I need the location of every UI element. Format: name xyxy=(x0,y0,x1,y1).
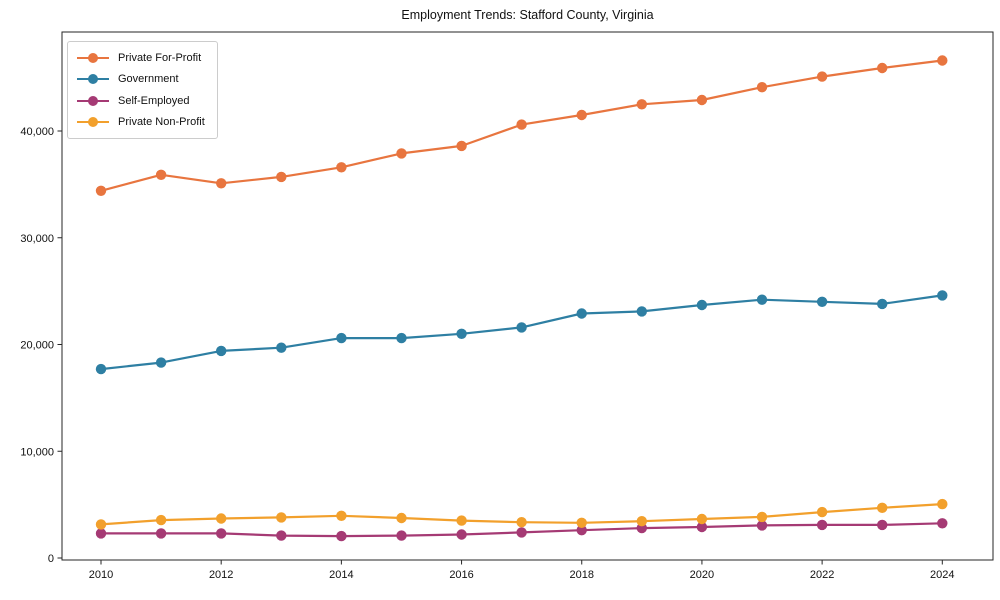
chart-marker-self-employed xyxy=(276,530,287,541)
chart-marker-private-non-profit xyxy=(576,517,587,528)
legend-line-marker-icon xyxy=(77,73,109,85)
chart-marker-private-for-profit xyxy=(276,171,287,183)
chart-marker-government xyxy=(516,322,527,333)
chart-title: Employment Trends: Stafford County, Virg… xyxy=(401,8,654,22)
x-tick-label: 2016 xyxy=(449,569,473,581)
chart-marker-private-non-profit xyxy=(336,510,347,521)
chart-marker-private-for-profit xyxy=(756,82,768,93)
chart-marker-private-for-profit xyxy=(576,109,587,121)
plot-border xyxy=(61,31,994,561)
chart-marker-private-non-profit xyxy=(516,517,527,528)
chart-marker-government xyxy=(937,290,948,301)
chart-marker-self-employed xyxy=(336,530,347,542)
chart-marker-self-employed xyxy=(155,528,167,539)
chart-marker-self-employed xyxy=(937,518,948,529)
legend-item-private-for-profit: Private For-Profit xyxy=(77,47,205,69)
chart-marker-private-for-profit xyxy=(456,140,467,152)
chart-marker-private-for-profit xyxy=(937,55,948,66)
legend-label: Private Non-Profit xyxy=(118,116,205,129)
chart-marker-private-non-profit xyxy=(396,512,407,524)
chart-marker-private-for-profit xyxy=(396,148,407,159)
chart-marker-private-for-profit xyxy=(636,99,647,110)
chart-marker-private-for-profit xyxy=(516,119,527,130)
chart-marker-government xyxy=(216,345,227,357)
chart-marker-self-employed xyxy=(756,520,768,531)
legend-label: Private For-Profit xyxy=(118,51,202,64)
legend-line-marker-icon xyxy=(77,116,109,128)
chart-marker-private-non-profit xyxy=(456,515,467,526)
x-tick-label: 2022 xyxy=(810,569,834,581)
chart-marker-private-for-profit xyxy=(95,185,107,196)
chart-marker-private-non-profit xyxy=(95,519,107,530)
x-tick-label: 2014 xyxy=(329,569,353,581)
chart-marker-government xyxy=(877,298,888,310)
chart-marker-private-for-profit xyxy=(336,162,347,173)
chart-marker-private-non-profit xyxy=(937,498,948,510)
chart-marker-self-employed xyxy=(696,521,708,533)
y-tick-label: 40,000 xyxy=(20,126,54,138)
legend-item-self-employed: Self-Employed xyxy=(77,90,205,112)
chart-marker-self-employed xyxy=(216,528,227,539)
chart-marker-government xyxy=(276,342,287,353)
x-tick-label: 2010 xyxy=(89,569,113,581)
chart-marker-government xyxy=(576,308,587,319)
chart-marker-self-employed xyxy=(877,519,888,531)
chart-marker-self-employed xyxy=(576,525,587,536)
chart-marker-self-employed xyxy=(516,527,527,538)
chart-marker-private-non-profit xyxy=(276,512,287,523)
legend-line-marker-icon xyxy=(77,52,109,64)
chart-marker-private-non-profit xyxy=(216,513,227,524)
chart-marker-private-for-profit xyxy=(216,178,227,189)
chart-marker-self-employed xyxy=(396,530,407,541)
x-tick-label: 2024 xyxy=(930,569,954,581)
x-tick-label: 2012 xyxy=(209,569,233,581)
y-tick-label: 30,000 xyxy=(20,233,54,245)
y-tick-label: 0 xyxy=(48,553,54,565)
legend-label: Self-Employed xyxy=(118,94,190,107)
chart-marker-government xyxy=(336,332,347,344)
legend-label: Government xyxy=(118,73,179,86)
chart-legend: Private For-Profit Government Self-Employe… xyxy=(67,41,218,139)
chart-marker-private-for-profit xyxy=(816,71,828,82)
chart-marker-government xyxy=(396,332,407,344)
chart-marker-private-non-profit xyxy=(816,506,828,518)
chart-marker-government xyxy=(816,296,828,307)
chart-marker-private-non-profit xyxy=(877,502,888,513)
legend-item-government: Government xyxy=(77,69,205,91)
chart-marker-self-employed xyxy=(816,519,828,531)
chart-marker-private-non-profit xyxy=(155,514,167,526)
chart-marker-government xyxy=(95,363,107,375)
chart-marker-government xyxy=(155,357,167,368)
chart-marker-private-non-profit xyxy=(636,516,647,527)
x-tick-label: 2018 xyxy=(570,569,594,581)
chart-marker-self-employed xyxy=(95,528,107,539)
chart-marker-government xyxy=(696,299,708,311)
y-tick-label: 20,000 xyxy=(20,340,54,352)
chart-marker-government xyxy=(636,306,647,317)
y-tick-label: 10,000 xyxy=(20,446,54,458)
chart-marker-private-non-profit xyxy=(756,511,768,523)
chart-marker-private-for-profit xyxy=(696,94,708,106)
chart-marker-private-for-profit xyxy=(155,169,167,180)
chart-marker-government xyxy=(756,294,768,305)
chart-marker-private-non-profit xyxy=(696,513,708,525)
chart-marker-private-for-profit xyxy=(877,62,888,74)
legend-line-marker-icon xyxy=(77,95,109,107)
chart-marker-government xyxy=(456,328,467,339)
x-tick-label: 2020 xyxy=(690,569,714,581)
chart-marker-self-employed xyxy=(456,529,467,540)
legend-item-private-non-profit: Private Non-Profit xyxy=(77,112,205,134)
